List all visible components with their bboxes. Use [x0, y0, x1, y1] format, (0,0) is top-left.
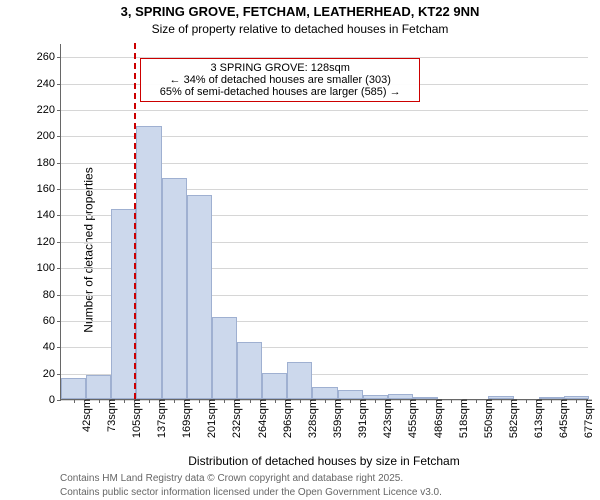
x-tick-mark	[300, 399, 301, 403]
chart-title-2: Size of property relative to detached ho…	[0, 22, 600, 36]
y-tick-label: 0	[49, 394, 61, 406]
histogram-bar	[136, 126, 161, 399]
plot-area: 02040608010012014016018020022024026042sq…	[60, 44, 588, 400]
x-tick-mark	[275, 399, 276, 403]
y-tick-label: 20	[43, 368, 61, 380]
x-tick-mark	[576, 399, 577, 403]
chart-title-1: 3, SPRING GROVE, FETCHAM, LEATHERHEAD, K…	[0, 4, 600, 19]
y-tick-label: 200	[37, 130, 61, 142]
x-tick-mark	[99, 399, 100, 403]
x-tick-label: 201sqm	[202, 399, 218, 438]
x-tick-mark	[375, 399, 376, 403]
x-tick-mark	[250, 399, 251, 403]
x-tick-mark	[350, 399, 351, 403]
x-tick-label: 359sqm	[328, 399, 344, 438]
x-tick-mark	[199, 399, 200, 403]
x-tick-mark	[174, 399, 175, 403]
x-tick-label: 677sqm	[579, 399, 595, 438]
x-tick-mark	[551, 399, 552, 403]
y-tick-label: 160	[37, 183, 61, 195]
y-tick-label: 40	[43, 341, 61, 353]
property-marker-line	[134, 43, 136, 399]
y-tick-label: 240	[37, 78, 61, 90]
x-tick-label: 105sqm	[127, 399, 143, 438]
y-tick-label: 180	[37, 157, 61, 169]
x-axis-label: Distribution of detached houses by size …	[60, 454, 588, 468]
x-tick-label: 169sqm	[177, 399, 193, 438]
y-tick-label: 100	[37, 262, 61, 274]
x-tick-mark	[400, 399, 401, 403]
histogram-bar	[312, 387, 337, 399]
x-tick-mark	[501, 399, 502, 403]
attribution-2: Contains public sector information licen…	[60, 487, 442, 498]
x-tick-mark	[224, 399, 225, 403]
y-tick-label: 80	[43, 289, 61, 301]
attribution-1: Contains HM Land Registry data © Crown c…	[60, 473, 403, 484]
histogram-bar	[187, 195, 212, 399]
x-tick-label: 73sqm	[102, 399, 118, 432]
x-tick-label: 582sqm	[504, 399, 520, 438]
y-tick-label: 60	[43, 315, 61, 327]
x-tick-mark	[476, 399, 477, 403]
annotation-box: 3 SPRING GROVE: 128sqm← 34% of detached …	[140, 58, 420, 102]
x-tick-label: 328sqm	[303, 399, 319, 438]
x-tick-mark	[426, 399, 427, 403]
x-tick-label: 232sqm	[227, 399, 243, 438]
y-tick-label: 220	[37, 104, 61, 116]
x-tick-label: 296sqm	[278, 399, 294, 438]
x-tick-mark	[451, 399, 452, 403]
histogram-bar	[262, 373, 287, 399]
x-tick-label: 264sqm	[253, 399, 269, 438]
histogram-bar	[237, 342, 262, 399]
x-tick-mark	[325, 399, 326, 403]
x-tick-mark	[124, 399, 125, 403]
y-tick-label: 120	[37, 236, 61, 248]
y-tick-label: 140	[37, 209, 61, 221]
annotation-line-2: ← 34% of detached houses are smaller (30…	[147, 74, 413, 86]
annotation-line-1: 3 SPRING GROVE: 128sqm	[147, 62, 413, 74]
histogram-bar	[212, 317, 237, 399]
x-tick-label: 486sqm	[429, 399, 445, 438]
x-tick-label: 42sqm	[77, 399, 93, 432]
histogram-bar	[162, 178, 187, 400]
x-tick-label: 423sqm	[378, 399, 394, 438]
x-tick-label: 391sqm	[353, 399, 369, 438]
y-tick-label: 260	[37, 51, 61, 63]
histogram-bar	[61, 378, 86, 399]
histogram-bar	[338, 390, 363, 399]
histogram-bar	[86, 375, 111, 399]
x-tick-label: 518sqm	[454, 399, 470, 438]
histogram-bar	[287, 362, 312, 399]
x-tick-label: 137sqm	[152, 399, 168, 438]
annotation-line-3: 65% of semi-detached houses are larger (…	[147, 86, 413, 98]
x-tick-label: 550sqm	[479, 399, 495, 438]
x-tick-label: 613sqm	[529, 399, 545, 438]
x-tick-mark	[149, 399, 150, 403]
gridline	[61, 110, 588, 111]
histogram-bar	[111, 209, 136, 399]
x-tick-label: 455sqm	[403, 399, 419, 438]
x-tick-label: 645sqm	[554, 399, 570, 438]
x-tick-mark	[74, 399, 75, 403]
chart-wrapper: { "chart": { "type": "histogram", "title…	[0, 0, 600, 500]
x-tick-mark	[526, 399, 527, 403]
